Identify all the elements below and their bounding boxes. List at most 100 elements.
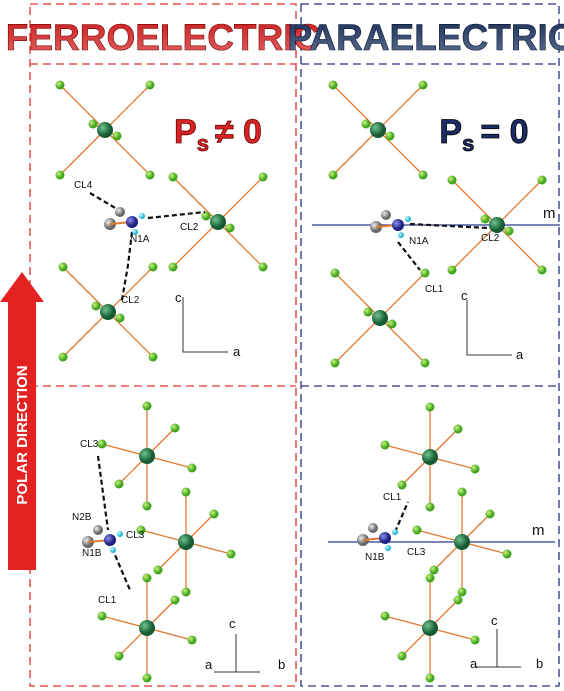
axis-label: b xyxy=(536,656,543,671)
atom xyxy=(187,463,197,473)
atom-label: CL2 xyxy=(481,233,500,244)
atom xyxy=(170,595,180,605)
bond xyxy=(217,176,264,223)
atom xyxy=(114,651,124,661)
atom xyxy=(425,673,435,683)
atom-label: CL1 xyxy=(425,284,444,295)
atom xyxy=(148,262,158,272)
h-bond xyxy=(120,231,134,301)
h-bond xyxy=(397,241,421,271)
polar-direction-label: POLAR DIRECTION xyxy=(14,365,31,504)
atom xyxy=(385,545,391,551)
atom xyxy=(112,131,122,141)
bond xyxy=(59,84,106,131)
atom xyxy=(328,170,338,180)
relation: = 0 xyxy=(480,113,528,151)
h-bond xyxy=(110,547,132,591)
bond xyxy=(334,317,381,364)
polar-arrow: POLAR DIRECTION xyxy=(0,272,44,570)
atom-label: CL3 xyxy=(407,547,426,558)
atom xyxy=(412,525,422,535)
atom xyxy=(457,487,467,497)
atom xyxy=(387,319,397,329)
polarization: Ps = 0 xyxy=(439,113,528,156)
atom xyxy=(139,620,155,636)
atom xyxy=(370,122,386,138)
axis-label: c xyxy=(229,616,236,631)
atom xyxy=(225,223,235,233)
atom xyxy=(425,573,435,583)
bond xyxy=(172,176,219,223)
atom xyxy=(470,635,480,645)
axis-label: c xyxy=(491,613,498,628)
polarization: Ps ≠ 0 xyxy=(174,113,262,156)
atom-label: N1A xyxy=(409,236,429,247)
atom xyxy=(97,439,107,449)
atom xyxy=(142,673,152,683)
atom xyxy=(126,216,138,228)
atom xyxy=(457,587,467,597)
atom xyxy=(453,424,463,434)
bond xyxy=(217,221,264,268)
atom xyxy=(429,565,439,575)
atom xyxy=(328,80,338,90)
axis-label: c xyxy=(461,288,468,303)
atom xyxy=(168,172,178,182)
h-bond xyxy=(96,455,110,531)
atom xyxy=(425,402,435,412)
subscript: s xyxy=(197,131,209,156)
atom xyxy=(397,651,407,661)
frames xyxy=(29,3,560,687)
atom xyxy=(420,268,430,278)
bond xyxy=(379,272,426,319)
atom xyxy=(117,531,123,537)
atom xyxy=(209,509,219,519)
atom xyxy=(145,80,155,90)
atom-label: CL1 xyxy=(98,595,117,606)
bond xyxy=(377,84,424,131)
atom xyxy=(385,131,395,141)
atom xyxy=(425,502,435,512)
bond xyxy=(104,84,151,131)
axes xyxy=(466,300,512,356)
axis-label: a xyxy=(233,344,241,359)
bond xyxy=(62,311,109,358)
atom xyxy=(226,549,236,559)
atom xyxy=(91,301,101,311)
atom xyxy=(142,501,152,511)
atom xyxy=(55,80,65,90)
atom xyxy=(454,534,470,550)
atom-label: CL3 xyxy=(80,439,99,450)
bond xyxy=(107,266,154,313)
atom xyxy=(418,80,428,90)
atom xyxy=(470,464,480,474)
atom-label: N1B xyxy=(365,552,385,563)
atom xyxy=(372,310,388,326)
bond xyxy=(62,266,109,313)
bond xyxy=(379,317,426,364)
atom xyxy=(480,214,490,224)
atom xyxy=(110,547,116,553)
atom xyxy=(422,620,438,636)
atom xyxy=(504,226,514,236)
atom xyxy=(398,232,404,238)
atom xyxy=(392,529,398,535)
atom xyxy=(379,532,391,544)
atom xyxy=(139,213,145,219)
atom xyxy=(153,565,163,575)
atom xyxy=(361,119,371,129)
atom xyxy=(485,509,495,519)
bond xyxy=(107,311,154,358)
atom xyxy=(114,479,124,489)
h-bond xyxy=(89,192,123,213)
atom xyxy=(55,170,65,180)
atom xyxy=(115,313,125,323)
atom xyxy=(330,268,340,278)
atom xyxy=(139,448,155,464)
atom xyxy=(97,611,107,621)
relation: ≠ 0 xyxy=(215,113,262,151)
atom xyxy=(148,352,158,362)
atom xyxy=(142,573,152,583)
axis-label: a xyxy=(516,347,524,362)
